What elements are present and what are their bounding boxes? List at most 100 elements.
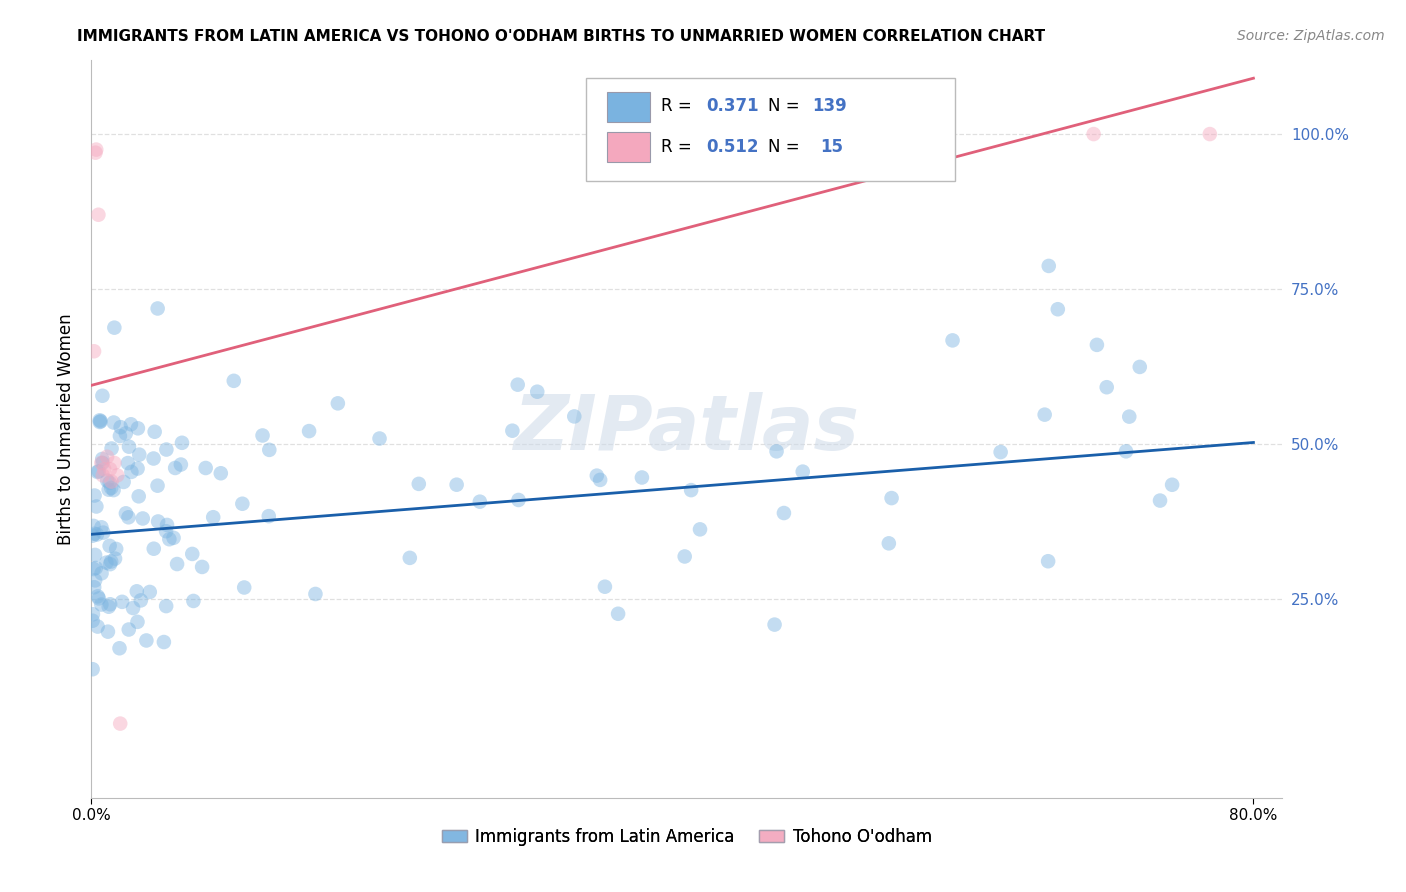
Point	[1095, 380, 1118, 394]
Point	[90, 456, 112, 470]
Point	[84, 143, 107, 157]
Point	[941, 334, 963, 348]
Point	[585, 468, 607, 483]
Point	[98, 597, 121, 611]
Point	[877, 536, 900, 550]
Point	[233, 581, 256, 595]
Point	[298, 424, 321, 438]
Point	[115, 506, 138, 520]
Point	[87, 208, 110, 222]
Point	[98, 539, 121, 553]
Point	[673, 549, 696, 564]
Point	[1085, 338, 1108, 352]
Point	[508, 493, 530, 508]
Point	[91, 456, 114, 470]
Point	[97, 599, 120, 614]
Point	[1149, 493, 1171, 508]
Point	[304, 587, 326, 601]
Point	[231, 497, 253, 511]
Text: 0.371: 0.371	[706, 97, 758, 115]
Point	[142, 451, 165, 466]
Point	[170, 458, 193, 472]
Point	[120, 465, 142, 479]
Point	[202, 510, 225, 524]
Point	[1036, 554, 1059, 568]
Point	[162, 531, 184, 545]
Point	[86, 527, 108, 541]
Point	[82, 529, 104, 543]
Point	[501, 424, 523, 438]
Point	[117, 456, 139, 470]
Point	[90, 520, 112, 534]
Point	[170, 435, 193, 450]
Point	[146, 301, 169, 316]
Point	[83, 526, 105, 541]
Text: 15: 15	[820, 137, 844, 156]
Point	[194, 461, 217, 475]
Point	[259, 442, 281, 457]
Point	[82, 607, 104, 622]
Point	[100, 475, 122, 489]
Point	[1161, 477, 1184, 491]
Point	[84, 548, 107, 562]
Point	[108, 716, 131, 731]
Point	[689, 522, 711, 536]
Text: 0.512: 0.512	[706, 137, 758, 156]
Point	[103, 416, 125, 430]
Point	[166, 557, 188, 571]
Point	[143, 425, 166, 439]
Point	[155, 442, 177, 457]
Point	[1118, 409, 1140, 424]
Point	[142, 541, 165, 556]
Point	[631, 470, 654, 484]
Point	[165, 461, 187, 475]
Point	[792, 465, 814, 479]
Point	[1038, 259, 1060, 273]
Point	[83, 580, 105, 594]
Point	[118, 623, 141, 637]
Point	[765, 444, 787, 458]
Point	[506, 377, 529, 392]
Point	[156, 518, 179, 533]
Text: N =: N =	[768, 97, 804, 115]
Point	[155, 599, 177, 613]
Point	[97, 483, 120, 497]
Point	[98, 462, 121, 476]
Text: N =: N =	[768, 137, 804, 156]
Point	[132, 511, 155, 525]
Point	[1198, 127, 1220, 141]
Point	[181, 547, 204, 561]
Point	[368, 432, 391, 446]
Point	[562, 409, 585, 424]
Point	[589, 473, 612, 487]
Point	[100, 555, 122, 569]
Point	[128, 489, 150, 503]
Point	[111, 595, 134, 609]
Point	[91, 525, 114, 540]
Point	[86, 465, 108, 479]
Point	[153, 635, 176, 649]
Text: R =: R =	[661, 97, 696, 115]
Point	[446, 477, 468, 491]
Point	[128, 448, 150, 462]
Point	[93, 462, 115, 476]
Point	[681, 483, 703, 497]
Point	[83, 489, 105, 503]
Point	[91, 389, 114, 403]
Point	[122, 601, 145, 615]
Point	[96, 474, 118, 488]
Point	[87, 591, 110, 606]
Point	[127, 461, 149, 475]
Point	[103, 483, 125, 497]
Point	[82, 614, 104, 628]
Point	[90, 566, 112, 581]
Point	[880, 491, 903, 505]
Text: R =: R =	[661, 137, 696, 156]
Point	[83, 344, 105, 359]
Point	[90, 598, 112, 612]
Point	[100, 481, 122, 495]
Point	[990, 445, 1012, 459]
Point	[1033, 408, 1056, 422]
FancyBboxPatch shape	[607, 92, 650, 121]
Point	[91, 452, 114, 467]
